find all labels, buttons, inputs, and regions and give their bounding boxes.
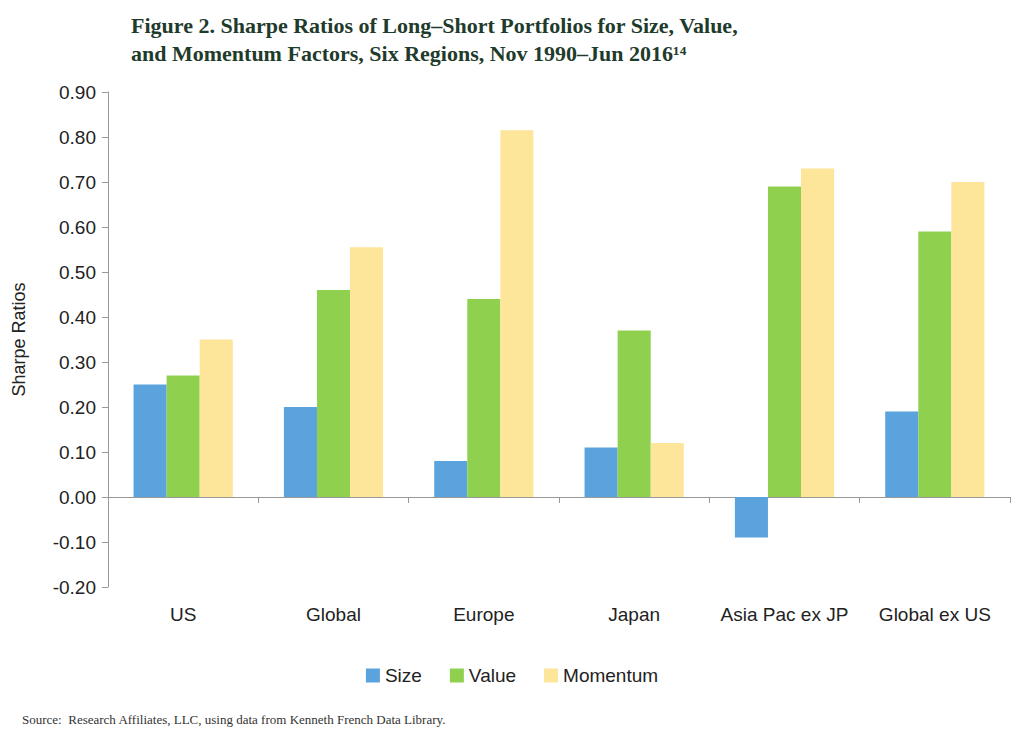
svg-text:Size: Size bbox=[385, 665, 422, 686]
svg-text:Asia Pac ex JP: Asia Pac ex JP bbox=[721, 604, 849, 625]
svg-text:0.60: 0.60 bbox=[59, 217, 96, 238]
svg-text:0.90: 0.90 bbox=[59, 82, 96, 103]
svg-text:Momentum: Momentum bbox=[563, 665, 658, 686]
svg-text:0.10: 0.10 bbox=[59, 442, 96, 463]
svg-text:0.70: 0.70 bbox=[59, 172, 96, 193]
svg-text:Value: Value bbox=[469, 665, 516, 686]
svg-text:Europe: Europe bbox=[453, 604, 514, 625]
svg-text:Global ex US: Global ex US bbox=[879, 604, 991, 625]
svg-text:0.40: 0.40 bbox=[59, 307, 96, 328]
svg-text:Sharpe Ratios: Sharpe Ratios bbox=[9, 282, 29, 396]
svg-text:-0.10: -0.10 bbox=[53, 532, 96, 553]
svg-text:Japan: Japan bbox=[608, 604, 660, 625]
svg-text:0.80: 0.80 bbox=[59, 127, 96, 148]
svg-text:Source: Research Affiliates,: Source: Research Affiliates, LLC, using … bbox=[22, 712, 445, 727]
svg-text:0.00: 0.00 bbox=[59, 487, 96, 508]
svg-text:0.50: 0.50 bbox=[59, 262, 96, 283]
svg-text:0.30: 0.30 bbox=[59, 352, 96, 373]
svg-text:US: US bbox=[170, 604, 196, 625]
svg-text:-0.20: -0.20 bbox=[53, 577, 96, 598]
svg-text:0.20: 0.20 bbox=[59, 397, 96, 418]
svg-text:Global: Global bbox=[306, 604, 361, 625]
svg-text:Figure 2. Sharpe Ratios of Lon: Figure 2. Sharpe Ratios of Long–Short Po… bbox=[131, 13, 738, 38]
svg-text:and Momentum Factors, Six Regi: and Momentum Factors, Six Regions, Nov 1… bbox=[131, 41, 687, 66]
